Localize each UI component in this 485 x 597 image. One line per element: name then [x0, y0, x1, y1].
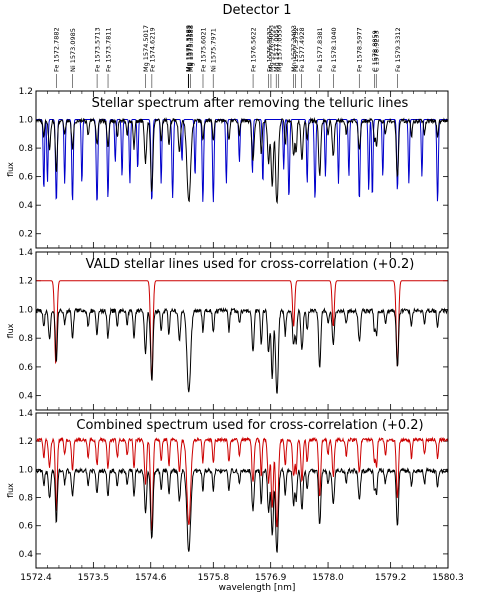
spectrum-line-1: [36, 436, 448, 531]
y-tick-label: 0.6: [19, 363, 34, 373]
line-label: Fe 1576.8632: [265, 27, 273, 72]
y-tick-label: 0.2: [19, 230, 33, 240]
panel-group: 0.2 0.4 0.6 0.8 1.0 1.2 flux Stellar spectrum a…: [6, 87, 464, 583]
line-label: Fe 1573.7811: [105, 27, 113, 72]
y-tick-label: 0.8: [19, 494, 34, 504]
line-label: Mg 1575.3189: [185, 25, 193, 72]
line-label: C 1578.9233: [373, 30, 381, 72]
panel-annotation: VALD stellar lines used for cross-correl…: [86, 257, 415, 272]
y-tick-label: 0.8: [19, 334, 34, 344]
y-tick-label: 0.6: [19, 173, 34, 183]
panel-2: 0.4 0.6 0.8 1.0 1.2 1.4 flux VALD stellar lines…: [6, 248, 449, 411]
y-tick-label: 0.6: [19, 522, 34, 532]
line-label: Mg 1577.0055: [273, 25, 281, 72]
y-tick-label: 1.0: [19, 465, 34, 475]
figure-title: Detector 1: [222, 3, 291, 18]
line-label: Fe 1573.5713: [94, 27, 102, 72]
line-label: Fe 1578.5977: [356, 27, 364, 72]
line-label: Ni 1573.0985: [69, 28, 77, 72]
x-tick-label: 1574.6: [135, 573, 167, 583]
y-tick-label: 0.4: [19, 392, 34, 402]
panel-3: 0.4 0.6 0.8 1.0 1.2 1.4 1572.4 1573.5 1574.6 1575…: [6, 409, 464, 583]
x-tick-label: 1576.9: [255, 573, 287, 583]
y-tick-label: 1.4: [19, 248, 34, 258]
x-tick-label: 1575.8: [198, 573, 230, 583]
line-label: Fe 1572.7882: [53, 27, 61, 72]
x-tick-label: 1578.0: [312, 573, 344, 583]
plot-frame: [35, 412, 449, 569]
line-label: Mn 1577.3403: [290, 25, 298, 72]
line-label: Mg 1574.5017: [142, 25, 150, 72]
spectrum-line-2: [36, 307, 448, 394]
x-tick-label: 1573.5: [78, 573, 110, 583]
y-tick-label: 0.4: [19, 201, 34, 211]
plot-frame: [35, 251, 449, 411]
y-tick-label: 1.2: [19, 277, 33, 287]
line-label: Fe 1577.4928: [298, 27, 306, 72]
plot-frame: [35, 90, 449, 249]
y-tick-label: 1.0: [19, 116, 34, 126]
line-label: Fe 1578.1040: [330, 27, 338, 72]
panel-annotation: Combined spectrum used for cross-correla…: [76, 418, 423, 433]
y-tick-label: 1.0: [19, 305, 34, 315]
line-label: Mg 1577.0550: [275, 25, 283, 72]
line-label: Fe 1576.5622: [250, 27, 258, 72]
line-label: C 1578.8859: [371, 30, 379, 72]
line-label: Mg 1576.9053: [268, 25, 276, 72]
line-label: Mg 1575.3291: [185, 25, 193, 72]
line-label: Fe 1577.3732: [292, 27, 300, 72]
x-axis-label: wavelength [nm]: [219, 583, 296, 593]
spectrum-line-2: [36, 116, 448, 205]
y-axis-label: flux: [6, 162, 15, 177]
y-tick-label: 0.8: [19, 144, 34, 154]
x-tick-label: 1580.3: [432, 573, 464, 583]
x-tick-label: 1579.2: [375, 573, 407, 583]
x-tick-label: 1572.4: [20, 573, 52, 583]
line-label: Fe 1575.6021: [200, 27, 208, 72]
line-label: Fe 1574.6219: [148, 27, 156, 72]
y-tick-label: 0.4: [19, 550, 34, 560]
line-label: Ni 1575.7971: [210, 28, 218, 72]
spectrum-line-1: [36, 280, 448, 380]
y-axis-label: flux: [6, 323, 15, 338]
y-tick-label: 1.2: [19, 87, 33, 97]
y-tick-label: 1.4: [19, 409, 34, 419]
line-label: Fe 1577.8381: [316, 27, 324, 72]
line-label-group: Fe 1572.7882 Ni 1573.0985 Fe 1573.5713 Fe 1…: [53, 25, 402, 88]
y-tick-label: 1.2: [19, 437, 33, 447]
y-axis-label: flux: [6, 483, 15, 498]
spectrum-line-2: [36, 466, 448, 553]
panel-1: 0.2 0.4 0.6 0.8 1.0 1.2 flux Stellar spectrum a…: [6, 87, 449, 249]
line-label: Mg 1575.3588: [187, 25, 195, 72]
line-label: Fe 1579.3312: [394, 27, 402, 72]
panel-annotation: Stellar spectrum after removing the tell…: [92, 96, 409, 111]
